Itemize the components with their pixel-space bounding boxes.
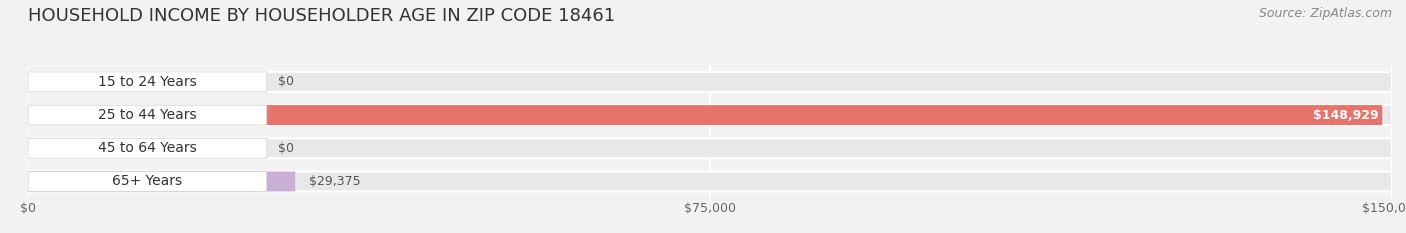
FancyBboxPatch shape [28, 72, 1392, 92]
FancyBboxPatch shape [28, 171, 295, 192]
FancyBboxPatch shape [28, 105, 1392, 125]
Text: $0: $0 [278, 75, 294, 88]
FancyBboxPatch shape [28, 171, 267, 192]
Text: HOUSEHOLD INCOME BY HOUSEHOLDER AGE IN ZIP CODE 18461: HOUSEHOLD INCOME BY HOUSEHOLDER AGE IN Z… [28, 7, 616, 25]
FancyBboxPatch shape [28, 105, 1382, 125]
Text: 45 to 64 Years: 45 to 64 Years [98, 141, 197, 155]
Text: 25 to 44 Years: 25 to 44 Years [98, 108, 197, 122]
FancyBboxPatch shape [28, 138, 267, 158]
FancyBboxPatch shape [28, 72, 267, 92]
FancyBboxPatch shape [28, 138, 1392, 158]
Text: Source: ZipAtlas.com: Source: ZipAtlas.com [1258, 7, 1392, 20]
Text: $29,375: $29,375 [309, 175, 360, 188]
Text: 65+ Years: 65+ Years [112, 175, 183, 188]
Text: $0: $0 [278, 142, 294, 155]
Text: $148,929: $148,929 [1313, 109, 1378, 122]
FancyBboxPatch shape [28, 105, 267, 125]
FancyBboxPatch shape [28, 171, 1392, 192]
Text: 15 to 24 Years: 15 to 24 Years [98, 75, 197, 89]
